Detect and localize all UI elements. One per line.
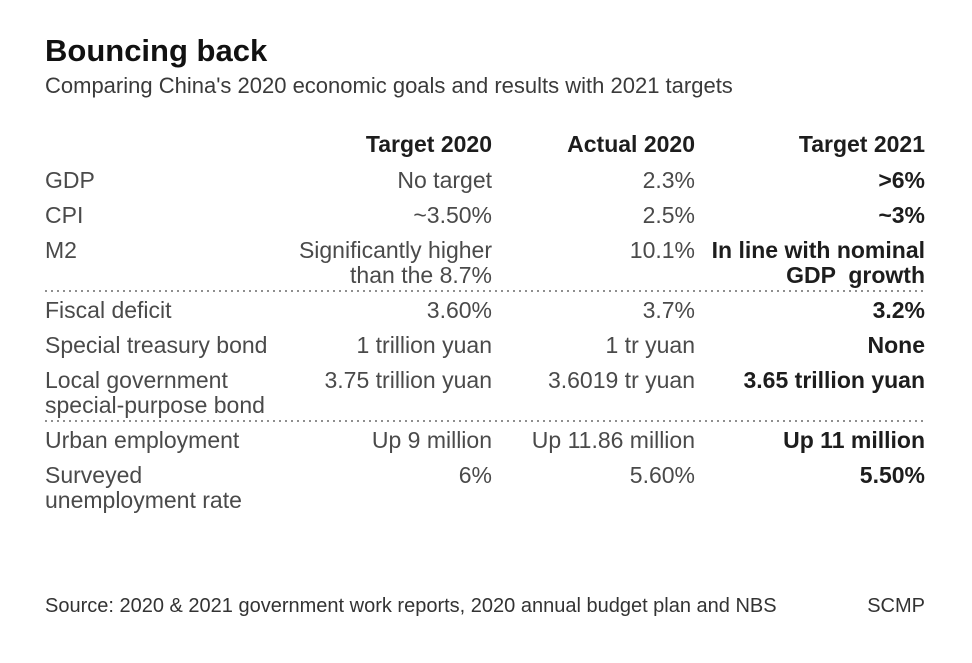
table-row-special-treasury-bond: Special treasury bond 1 trillion yuan 1 … [45, 333, 925, 358]
cell-target-2021: In line with nominal GDP growth [711, 237, 925, 288]
cell-actual-2020: 10.1% [629, 237, 695, 263]
cell-actual-2020: 2.5% [642, 202, 695, 228]
cell-actual-2020: 3.6019 tr yuan [547, 367, 695, 393]
row-label: Fiscal deficit [45, 297, 172, 323]
row-label: Urban employment [45, 427, 240, 453]
source-text: Source: 2020 & 2021 government work repo… [45, 595, 777, 617]
cell-target-2021: Up 11 million [783, 427, 925, 453]
cell-target-2020: No target [397, 167, 492, 193]
col-header-target-2021: Target 2021 [798, 131, 925, 157]
cell-actual-2020: 2.3% [642, 167, 695, 193]
cell-target-2021: 3.2% [872, 297, 925, 323]
col-header-actual-2020: Actual 2020 [567, 131, 695, 157]
scmp-credit: SCMP [867, 595, 925, 617]
cell-target-2021: None [867, 332, 926, 358]
cell-target-2020: 1 trillion yuan [356, 332, 492, 358]
cell-target-2020: 3.75 trillion yuan [324, 367, 493, 393]
table-row-cpi: CPI ~3.50% 2.5% ~3% [45, 203, 925, 228]
cell-target-2020: 6% [458, 462, 492, 488]
page-title: Bouncing back [45, 33, 268, 68]
row-label: GDP [45, 167, 95, 193]
table-header-row: Target 2020 Actual 2020 Target 2021 [45, 132, 925, 157]
cell-target-2020: Significantly higher than the 8.7% [298, 237, 492, 288]
col-header-blank [45, 132, 275, 157]
cell-actual-2020: 3.7% [642, 297, 695, 323]
row-label: M2 [45, 237, 77, 263]
cell-target-2021: 3.65 trillion yuan [743, 367, 926, 393]
page-subtitle: Comparing China's 2020 economic goals an… [45, 73, 733, 98]
col-header-target-2020: Target 2020 [365, 131, 492, 157]
cell-target-2021: 5.50% [859, 462, 925, 488]
dotted-group-separator [45, 290, 925, 292]
row-label: CPI [45, 202, 84, 228]
table-row-fiscal-deficit: Fiscal deficit 3.60% 3.7% 3.2% [45, 298, 925, 323]
cell-target-2020: Up 9 million [371, 427, 492, 453]
dotted-group-separator [45, 420, 925, 422]
table-row-urban-employment: Urban employment Up 9 million Up 11.86 m… [45, 428, 925, 453]
cell-target-2021: ~3% [878, 202, 925, 228]
row-label: Special treasury bond [45, 332, 268, 358]
cell-target-2020: ~3.50% [413, 202, 492, 228]
cell-actual-2020: 1 tr yuan [605, 332, 696, 358]
cell-target-2020: 3.60% [426, 297, 492, 323]
footer: Source: 2020 & 2021 government work repo… [45, 594, 925, 618]
cell-target-2021: >6% [878, 167, 925, 193]
table-row-m2: M2 Significantly higher than the 8.7% 10… [45, 238, 925, 288]
row-label: Local government special-purpose bond [45, 367, 265, 418]
table-row-gdp: GDP No target 2.3% >6% [45, 168, 925, 193]
table-row-local-government-bond: Local government special-purpose bond 3.… [45, 368, 925, 418]
infographic: Bouncing back Comparing China's 2020 eco… [45, 0, 925, 523]
cell-actual-2020: Up 11.86 million [531, 427, 695, 453]
cell-actual-2020: 5.60% [629, 462, 695, 488]
row-label: Surveyed unemployment rate [45, 462, 242, 513]
table-row-surveyed-unemployment: Surveyed unemployment rate 6% 5.60% 5.50… [45, 463, 925, 513]
